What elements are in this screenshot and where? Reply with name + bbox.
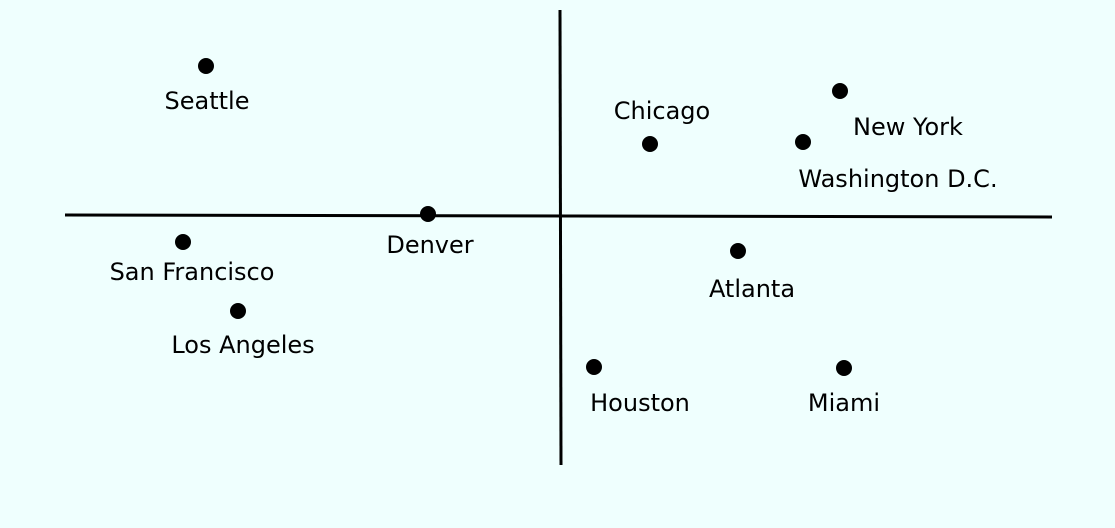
city-label: Denver	[386, 231, 473, 259]
city-dot	[198, 58, 214, 74]
city-dot	[836, 360, 852, 376]
city-label: San Francisco	[110, 258, 275, 286]
city-label: Chicago	[614, 97, 710, 125]
city-label: Houston	[590, 389, 690, 417]
city-label: Miami	[808, 389, 880, 417]
city-label: Los Angeles	[171, 331, 314, 359]
city-dot	[230, 303, 246, 319]
city-label: Seattle	[165, 87, 250, 115]
city-label: Washington D.C.	[798, 165, 997, 193]
city-label: Atlanta	[709, 275, 795, 303]
city-dot	[642, 136, 658, 152]
city-dot	[730, 243, 746, 259]
horizontal-axis	[64, 213, 1053, 219]
city-dot	[175, 234, 191, 250]
city-dot	[586, 359, 602, 375]
city-dot	[420, 206, 436, 222]
city-dot	[795, 134, 811, 150]
city-label: New York	[853, 113, 963, 141]
vertical-axis	[558, 9, 563, 466]
city-dot	[832, 83, 848, 99]
